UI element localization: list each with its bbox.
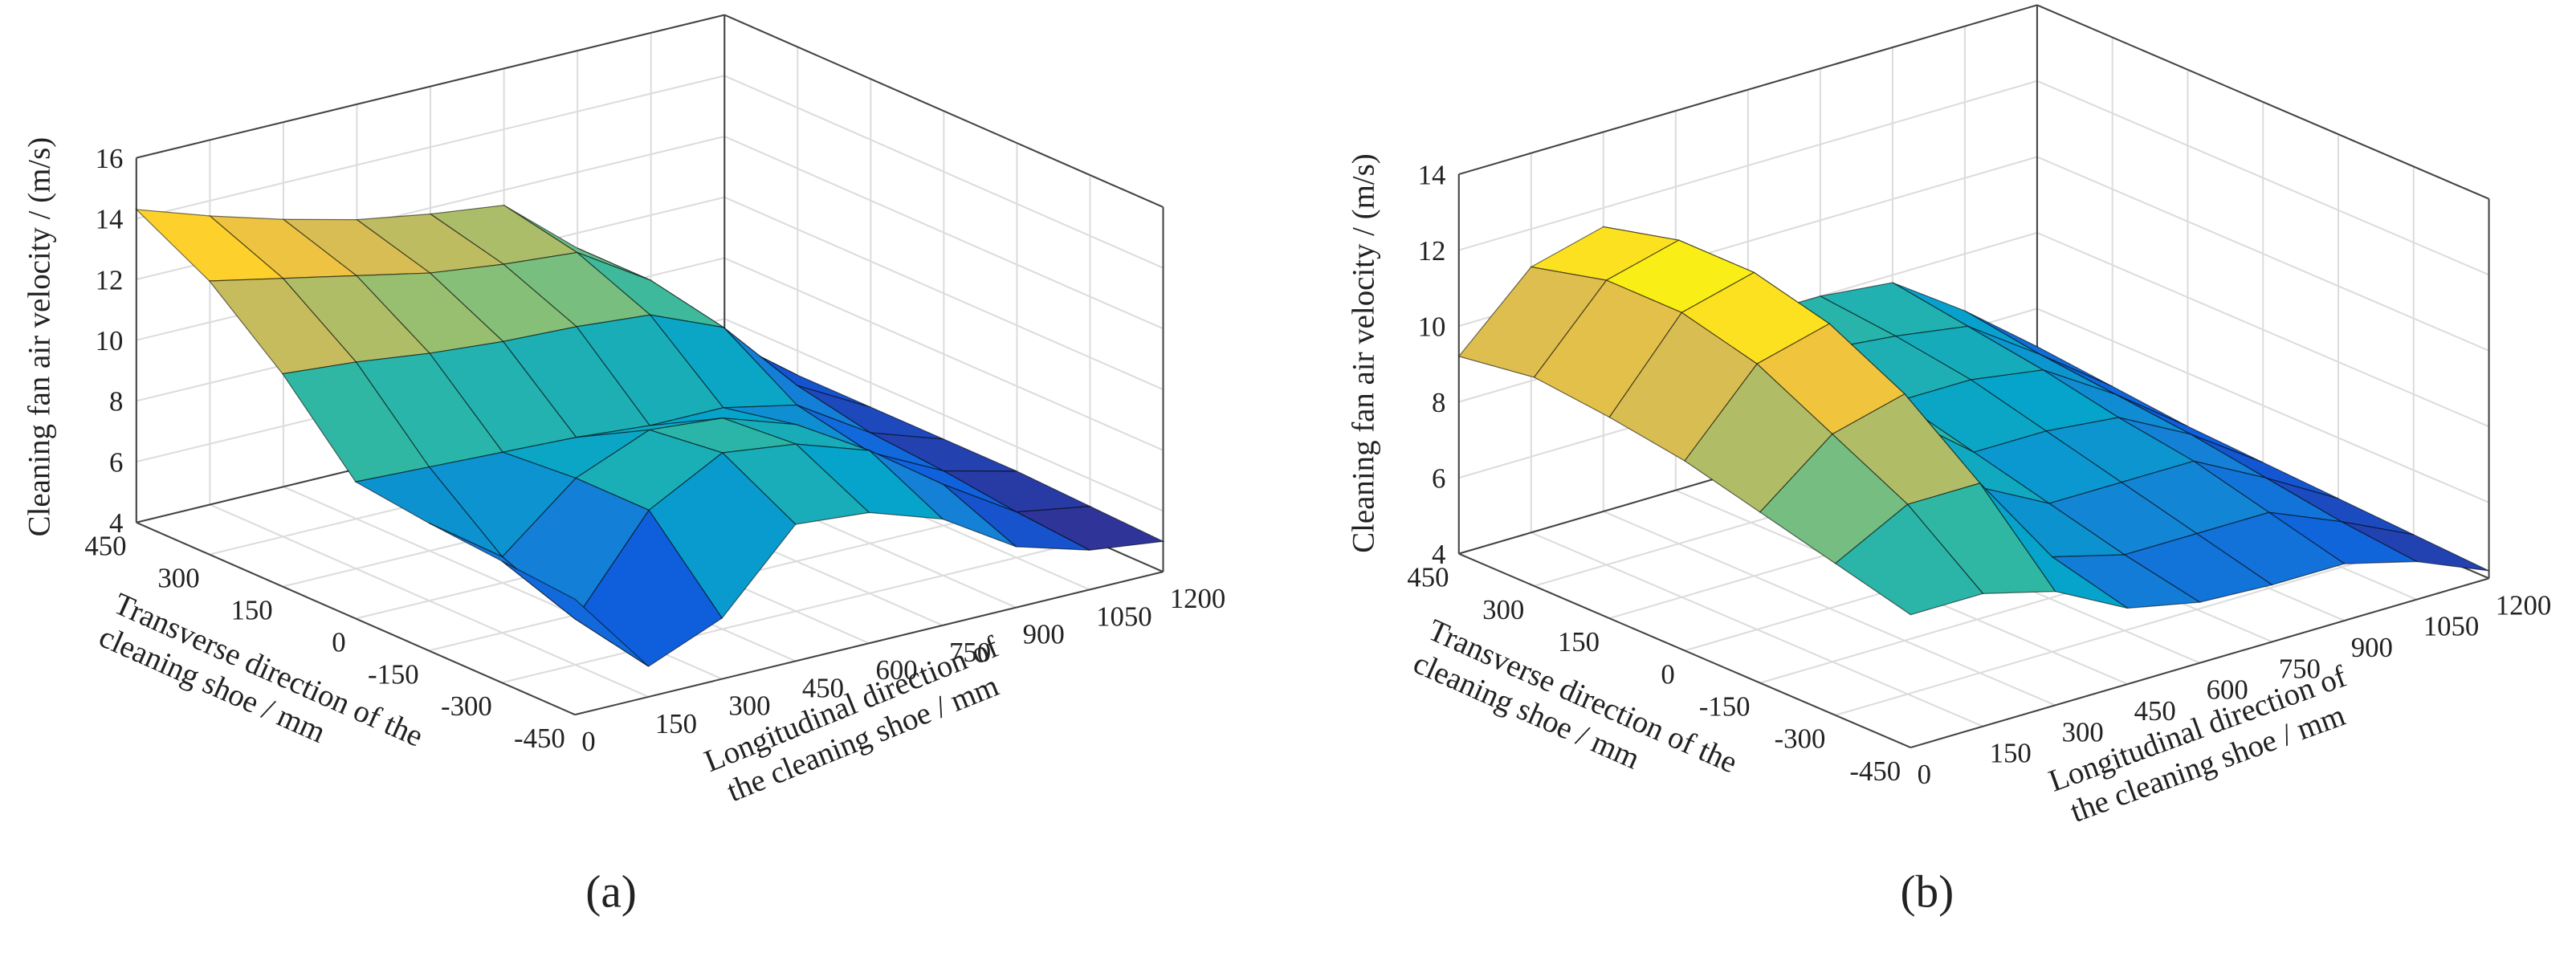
x-tick-label: 1050 <box>2423 611 2480 642</box>
z-tick-label: 12 <box>96 264 124 295</box>
y-tick-label: -150 <box>368 658 419 690</box>
z-axis-label: Cleaning fan air velocity / (m/s) <box>1346 153 1380 552</box>
y-tick-label: 150 <box>230 594 272 625</box>
grid-line <box>723 136 1164 330</box>
y-tick-label: 150 <box>1558 626 1600 658</box>
x-tick-label: 450 <box>802 672 844 703</box>
surface-patch <box>501 560 650 667</box>
grid-line <box>2036 231 2489 428</box>
axis-edge <box>136 14 725 159</box>
axis-edge <box>1458 552 1911 749</box>
z-tick-label: 6 <box>1432 462 1445 494</box>
x-tick-label: 150 <box>655 708 697 739</box>
y-tick-label: -300 <box>1775 723 1826 755</box>
y-tick-label: 300 <box>157 563 199 594</box>
x-tick-label: 600 <box>875 654 917 686</box>
z-tick-label: 14 <box>1418 159 1446 190</box>
z-tick-label: 4 <box>109 507 123 539</box>
y-tick-label: 300 <box>1482 594 1524 625</box>
z-tick-label: 10 <box>1418 311 1446 342</box>
axis-edge <box>1458 4 2038 176</box>
axis-edge <box>1910 577 2489 749</box>
chart: 4 6 8 10 12 14 450 300 150 0 -150 -300 -450 0 150 300 45… <box>1346 4 2552 918</box>
z-tick-label: 12 <box>1418 235 1446 267</box>
panel-label: (b) <box>1900 867 1954 918</box>
x-tick-label: 150 <box>1990 738 2032 769</box>
grid-line <box>501 539 1090 684</box>
z-tick-label: 6 <box>109 446 123 478</box>
x-tick-label: 1200 <box>1170 583 1226 614</box>
x-tick-label: 750 <box>2279 653 2321 684</box>
grid-line <box>2036 79 2489 276</box>
grid-line <box>2036 307 2489 503</box>
grid-line <box>136 75 725 220</box>
y-tick-label: 450 <box>1407 562 1449 593</box>
z-tick-label: 16 <box>96 143 124 174</box>
axis-edge <box>2036 4 2489 200</box>
x-tick-label: 750 <box>949 637 991 668</box>
x-tick-label: 300 <box>2062 716 2104 747</box>
x-tick-label: 1050 <box>1096 601 1152 632</box>
grid-line <box>723 257 1164 451</box>
z-tick-label: 4 <box>1432 539 1445 570</box>
z-tick-label: 10 <box>96 325 124 356</box>
axis-edge <box>574 571 1164 716</box>
x-tick-label: 900 <box>1023 619 1065 650</box>
grid-line <box>723 318 1164 512</box>
x-tick-label: 900 <box>2351 632 2393 663</box>
z-tick-label: 8 <box>109 386 123 417</box>
grid-line <box>723 196 1164 391</box>
grid-line <box>1835 545 2415 716</box>
y-tick-label: 450 <box>84 531 126 562</box>
y-tick-label: 0 <box>1661 658 1674 690</box>
x-tick-label: 0 <box>581 726 595 757</box>
z-tick-label: 14 <box>96 204 124 235</box>
y-tick-label: 0 <box>332 626 345 658</box>
x-tick-label: 0 <box>1918 759 1931 790</box>
surface-patch <box>1834 503 1984 616</box>
axis-edge <box>136 521 576 716</box>
axis-edge <box>723 14 1164 208</box>
y-tick-label: -150 <box>1699 691 1751 723</box>
x-tick-label: 300 <box>728 690 770 722</box>
x-tick-label: 600 <box>2207 674 2248 706</box>
grid-line <box>1458 79 2038 251</box>
y-tick-label: -300 <box>441 690 492 722</box>
x-tick-label: 1200 <box>2496 589 2552 621</box>
y-tick-label: -450 <box>1849 755 1901 787</box>
y-tick-label: -450 <box>514 723 565 754</box>
grid-line <box>723 75 1164 269</box>
chart: 4 6 8 10 12 14 16 450 300 150 0 -150 -300 -450 0 150 300… <box>22 14 1226 918</box>
z-axis-label: Cleaning fan air velocity / (m/s) <box>22 137 56 536</box>
grid-line <box>2036 156 2489 352</box>
x-tick-label: 450 <box>2134 695 2176 727</box>
panel-label: (a) <box>585 867 637 918</box>
z-tick-label: 8 <box>1432 387 1445 418</box>
